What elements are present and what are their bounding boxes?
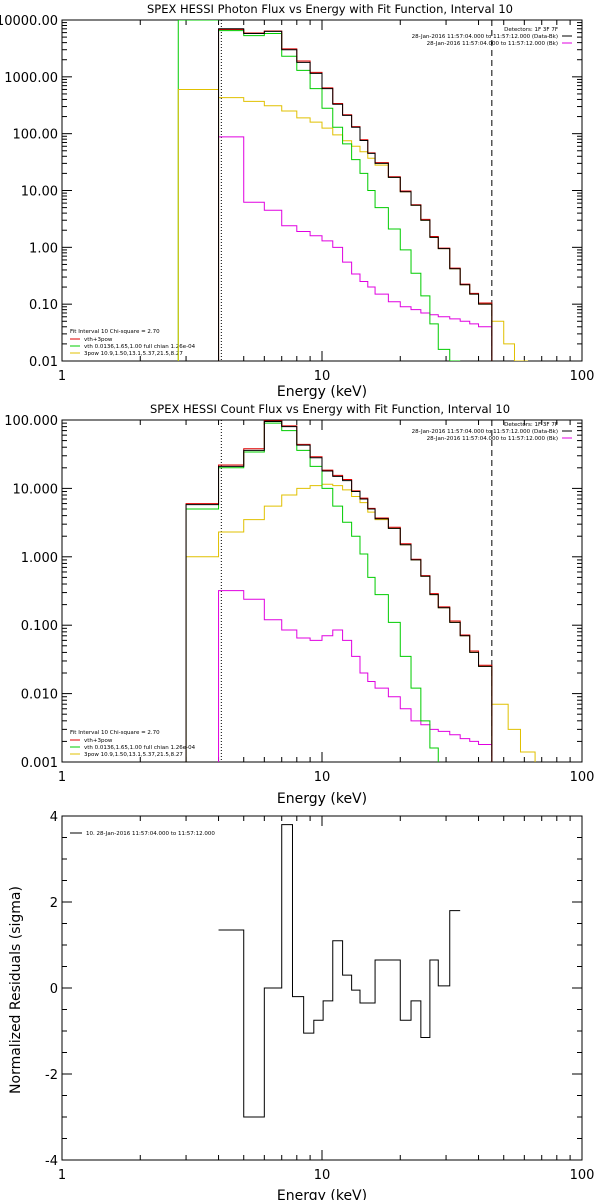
plot-area-1: 1 10 100 100.000 10.000 1.000 0.100 0.010 0.001 (4, 414, 594, 785)
count-flux-xlabel: Energy (keV) (277, 791, 367, 807)
y-tick-label: 100.000 (4, 414, 58, 429)
series-group (185, 420, 536, 762)
y-tick-label: 0.100 (21, 619, 58, 634)
fit-line: 3pow 10.9,1.50,13.1,5.37,21.5,8.27 (84, 351, 183, 357)
x-tick-label: 1 (58, 369, 66, 384)
y-tick-label: 10.000 (13, 482, 59, 497)
residuals-ylabel: Normalized Residuals (sigma) (8, 886, 24, 1094)
x-tick-label: 1 (58, 1168, 66, 1183)
x-tick-label: 100 (570, 1168, 595, 1183)
series-group (218, 824, 461, 1118)
axes-frame (61, 815, 583, 1161)
series-line-data-bk (218, 28, 493, 361)
x-tick-label: 10 (314, 770, 331, 785)
y-tick-label: 10.00 (21, 185, 58, 200)
series-group (177, 20, 529, 361)
series-extra-segment (177, 20, 219, 361)
series-line-3pow (185, 483, 493, 762)
residuals-panel: Energy (keV) Normalized Residuals (sigma… (8, 831, 367, 1200)
series-extra-segment (491, 703, 536, 762)
y-tick-label: 1.00 (29, 241, 58, 256)
fit-line: vth 0.0136,1.65,1.00 full chian 1.26e-04 (84, 344, 196, 350)
residuals-xlabel: Energy (keV) (277, 1188, 367, 1200)
info-line: 28-Jan-2016 11:57:04.000 to 11:57:12.000… (412, 429, 558, 435)
series-line-vth (185, 422, 439, 762)
fit-line: 3pow 10.9,1.50,13.1,5.37,21.5,8.27 (84, 752, 183, 758)
x-tick-label: 100 (570, 770, 595, 785)
info-line: Detectors: 1F 3F 7F (504, 27, 558, 33)
y-tick-label: 4 (50, 810, 58, 825)
photon-flux-title: SPEX HESSI Photon Flux vs Energy with Fi… (147, 2, 513, 16)
y-tick-label: 0 (50, 982, 58, 997)
residuals-legend-text: 10. 28-Jan-2016 11:57:04.000 to 11:57:12… (86, 831, 215, 837)
y-tick-label: -4 (45, 1154, 58, 1169)
info-line: Detectors: 1F 3F 7F (504, 422, 558, 428)
count-flux-fit-legend: Fit Interval 10 Chi-square = 2.70 vth+3p… (70, 730, 196, 758)
y-tick-label: 0.10 (29, 298, 58, 313)
y-tick-label: 0.01 (29, 355, 58, 370)
fit-line: vth 0.0136,1.65,1.00 full chian 1.26e-04 (84, 745, 196, 751)
axes-frame (61, 19, 583, 362)
y-tick-label: 0.001 (21, 756, 58, 771)
count-flux-info-box: Detectors: 1F 3F 7F 28-Jan-2016 11:57:04… (412, 422, 572, 442)
info-line: 28-Jan-2016 11:57:04.000 to 11:57:12.000… (427, 436, 558, 442)
series-line-bk (218, 590, 493, 762)
series-line-vth-3pow (185, 420, 493, 762)
y-tick-label: 0.010 (21, 688, 58, 703)
y-tick-label: -2 (45, 1068, 58, 1083)
y-tick-label: 10000.00 (0, 14, 58, 29)
fit-line: vth+3pow (84, 337, 113, 343)
info-line: 28-Jan-2016 11:57:04.000 to 11:57:12.000… (412, 34, 558, 40)
series-line-3pow (218, 97, 493, 361)
series-line-vth (218, 30, 461, 361)
fit-line: Fit Interval 10 Chi-square = 2.70 (70, 730, 160, 736)
photon-flux-panel: SPEX HESSI Photon Flux vs Energy with Fi… (70, 2, 572, 400)
y-tick-label: 1.000 (21, 551, 58, 566)
y-tick-label: 100.00 (13, 128, 59, 143)
fit-line: Fit Interval 10 Chi-square = 2.70 (70, 329, 160, 335)
count-flux-title: SPEX HESSI Count Flux vs Energy with Fit… (150, 402, 510, 416)
count-flux-panel: SPEX HESSI Count Flux vs Energy with Fit… (70, 402, 572, 807)
series-extra-segment (177, 88, 219, 361)
photon-flux-xlabel: Energy (keV) (277, 384, 367, 400)
x-tick-label: 10 (314, 1168, 331, 1183)
series-extra-segment (491, 320, 529, 361)
x-tick-label: 1 (58, 770, 66, 785)
series-line-vth-3pow (218, 29, 493, 361)
plot-area-0: 1 10 100 10000.00 1000.00 100.00 10.00 1.00 0.10… (0, 14, 594, 384)
photon-flux-fit-legend: Fit Interval 10 Chi-square = 2.70 vth+3p… (70, 329, 196, 357)
series-line-interval-10 (218, 824, 461, 1118)
fit-line: vth+3pow (84, 738, 113, 744)
plot-area-2: 1 10 100 4 2 0 -2 -4 (45, 810, 594, 1183)
series-line-data-bk (185, 421, 493, 762)
y-tick-label: 1000.00 (4, 71, 58, 86)
series-line-bk (218, 136, 493, 361)
y-tick-label: 2 (50, 896, 58, 911)
x-tick-label: 100 (570, 369, 595, 384)
x-tick-label: 10 (314, 369, 331, 384)
